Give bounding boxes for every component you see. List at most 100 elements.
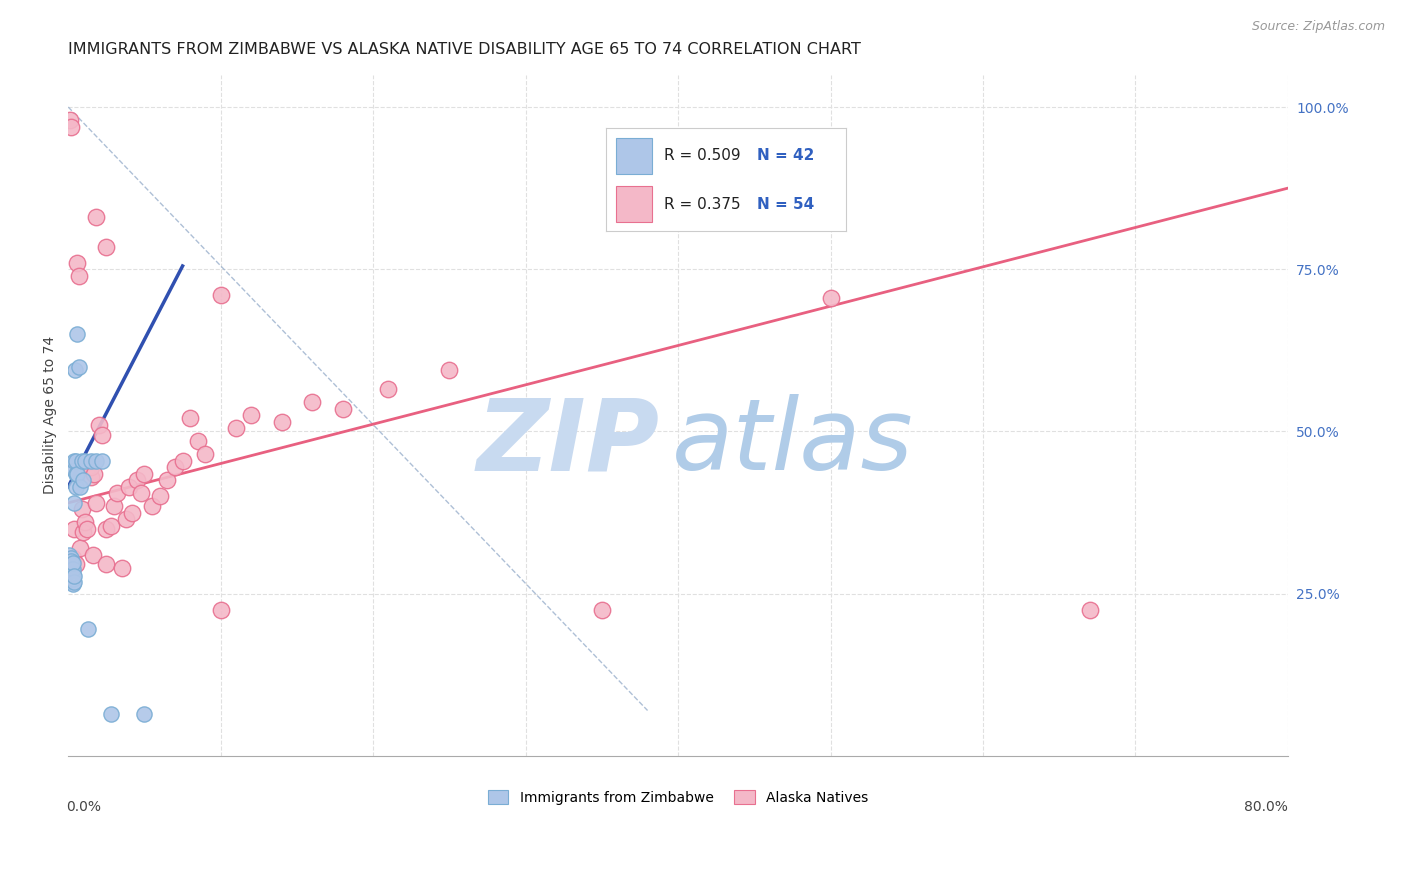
Point bbox=[156, 473, 179, 487]
Text: IMMIGRANTS FROM ZIMBABWE VS ALASKA NATIVE DISABILITY AGE 65 TO 74 CORRELATION CH: IMMIGRANTS FROM ZIMBABWE VS ALASKA NATIV… bbox=[69, 42, 860, 57]
Text: 0.0%: 0.0% bbox=[66, 800, 101, 814]
Point bbox=[72, 473, 94, 487]
Point bbox=[96, 522, 118, 536]
Point bbox=[225, 421, 247, 435]
Point bbox=[84, 211, 107, 225]
Point bbox=[63, 496, 86, 510]
Text: atlas: atlas bbox=[672, 394, 914, 491]
Point bbox=[60, 554, 83, 568]
Point bbox=[69, 480, 91, 494]
Point bbox=[73, 516, 96, 530]
Point bbox=[63, 453, 86, 467]
Point bbox=[67, 359, 90, 374]
Point bbox=[72, 524, 94, 539]
FancyBboxPatch shape bbox=[616, 138, 652, 174]
Point bbox=[62, 562, 84, 576]
Point bbox=[62, 568, 84, 582]
Point bbox=[90, 427, 112, 442]
Point bbox=[63, 363, 86, 377]
Point bbox=[240, 409, 263, 423]
Point bbox=[172, 453, 194, 467]
Text: 80.0%: 80.0% bbox=[1244, 800, 1288, 814]
Point bbox=[59, 564, 82, 578]
Point bbox=[96, 558, 118, 572]
Point bbox=[62, 577, 84, 591]
Point bbox=[60, 574, 83, 588]
Point bbox=[59, 558, 82, 572]
Point bbox=[59, 113, 82, 128]
Point bbox=[209, 603, 232, 617]
Point bbox=[62, 556, 84, 570]
Point bbox=[66, 467, 89, 481]
Point bbox=[100, 706, 122, 721]
Point bbox=[332, 401, 354, 416]
Point bbox=[194, 447, 217, 461]
Point bbox=[80, 460, 103, 475]
Point bbox=[134, 467, 156, 481]
Point bbox=[131, 486, 153, 500]
Point bbox=[80, 470, 103, 484]
Text: ZIP: ZIP bbox=[477, 394, 659, 491]
Point bbox=[65, 467, 87, 481]
Point bbox=[60, 560, 83, 574]
Point bbox=[76, 522, 98, 536]
Point bbox=[58, 548, 80, 562]
Point bbox=[60, 574, 83, 589]
Point bbox=[70, 502, 93, 516]
Point bbox=[141, 499, 163, 513]
Text: N = 54: N = 54 bbox=[758, 197, 814, 212]
Point bbox=[105, 486, 128, 500]
Text: R = 0.509: R = 0.509 bbox=[664, 148, 741, 163]
Text: Source: ZipAtlas.com: Source: ZipAtlas.com bbox=[1251, 20, 1385, 33]
Point bbox=[77, 460, 100, 475]
Text: R = 0.375: R = 0.375 bbox=[664, 197, 741, 212]
Point bbox=[80, 453, 103, 467]
Point bbox=[60, 567, 83, 582]
Point bbox=[62, 573, 84, 587]
Point bbox=[118, 480, 141, 494]
Point bbox=[87, 417, 110, 432]
Point bbox=[591, 603, 613, 617]
Point bbox=[187, 434, 209, 449]
Point bbox=[209, 288, 232, 302]
Point bbox=[84, 453, 107, 467]
Point bbox=[115, 512, 138, 526]
Point bbox=[67, 268, 90, 283]
Point bbox=[82, 548, 104, 562]
Point bbox=[59, 567, 82, 582]
Point bbox=[149, 489, 172, 503]
Point bbox=[84, 496, 107, 510]
Point bbox=[59, 551, 82, 566]
Point bbox=[125, 473, 148, 487]
Point bbox=[65, 453, 87, 467]
Point bbox=[83, 467, 105, 481]
Point bbox=[270, 415, 292, 429]
Point bbox=[69, 541, 91, 556]
FancyBboxPatch shape bbox=[616, 186, 652, 222]
Point bbox=[60, 562, 83, 576]
Point bbox=[60, 120, 83, 134]
Legend: Immigrants from Zimbabwe, Alaska Natives: Immigrants from Zimbabwe, Alaska Natives bbox=[482, 784, 875, 810]
Point bbox=[121, 506, 143, 520]
Point bbox=[58, 558, 80, 572]
Point bbox=[77, 623, 100, 637]
Point bbox=[103, 499, 125, 513]
Point bbox=[65, 480, 87, 494]
Point bbox=[301, 395, 323, 409]
Point bbox=[134, 706, 156, 721]
Point bbox=[70, 453, 93, 467]
Point bbox=[62, 567, 84, 582]
Point bbox=[179, 411, 201, 425]
Point bbox=[73, 453, 96, 467]
Text: N = 42: N = 42 bbox=[758, 148, 814, 163]
Point bbox=[110, 560, 132, 574]
Point bbox=[96, 239, 118, 253]
Point bbox=[100, 518, 122, 533]
Y-axis label: Disability Age 65 to 74: Disability Age 65 to 74 bbox=[44, 336, 58, 494]
Point bbox=[1078, 603, 1101, 617]
Point bbox=[820, 292, 842, 306]
Point bbox=[90, 453, 112, 467]
Point bbox=[62, 551, 84, 566]
Point bbox=[66, 327, 89, 342]
Point bbox=[59, 558, 82, 572]
